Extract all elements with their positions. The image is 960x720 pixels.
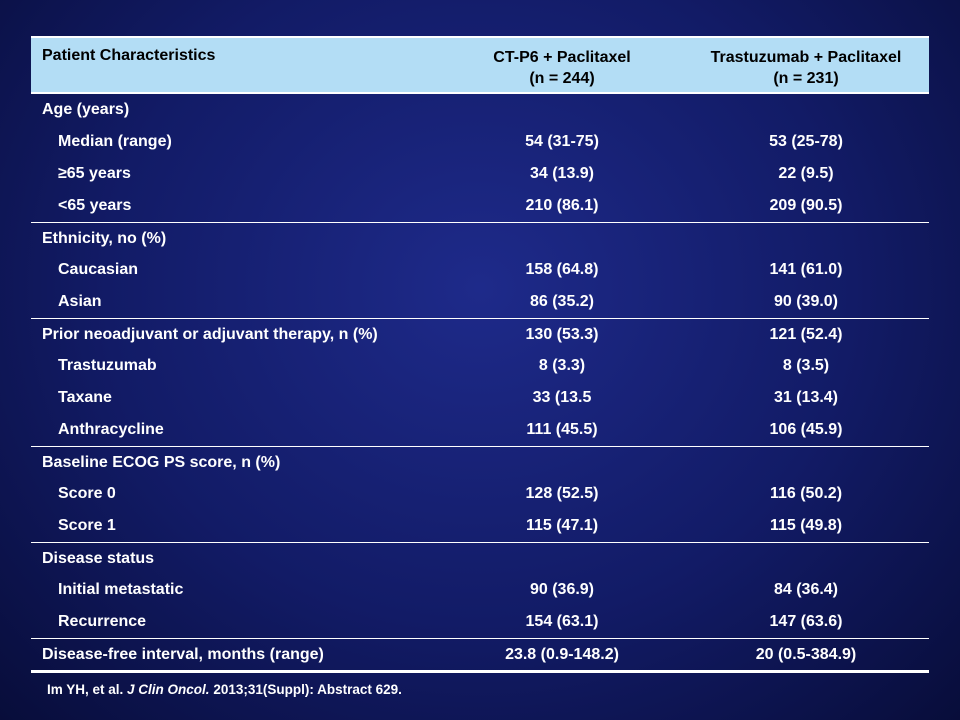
row-value-ct-p6: 54 (31-75) <box>525 133 599 150</box>
row-label: ≥65 years <box>58 165 131 182</box>
row-value-ct-p6: 86 (35.2) <box>529 293 595 310</box>
row-value-ct-p6: 210 (86.1) <box>525 197 599 214</box>
header-ct-p6: CT-P6 + Paclitaxel (n = 244) <box>441 47 683 89</box>
row-label: Initial metastatic <box>58 581 184 598</box>
table-row: Score 0 128 (52.5) 116 (50.2) <box>31 478 929 510</box>
row-value-ct-p6: 154 (63.1) <box>525 613 599 630</box>
characteristics-table: Patient Characteristics CT-P6 + Paclitax… <box>31 36 929 673</box>
table-row: Asian 86 (35.2) 90 (39.0) <box>31 286 929 318</box>
row-label: Disease-free interval, months (range) <box>42 645 324 663</box>
row-value-ct-p6: 23.8 (0.9-148.2) <box>505 645 619 663</box>
row-value-trastuzumab: 121 (52.4) <box>769 325 843 343</box>
row-label: Prior neoadjuvant or adjuvant therapy, n… <box>42 325 378 343</box>
row-value-trastuzumab: 8 (3.5) <box>782 357 830 374</box>
row-value-trastuzumab: 115 (49.8) <box>769 517 843 534</box>
row-value-trastuzumab: 22 (9.5) <box>778 165 834 182</box>
table-row: Anthracycline 111 (45.5) 106 (45.9) <box>31 414 929 446</box>
row-value-ct-p6: 111 (45.5) <box>526 421 598 438</box>
row-value-trastuzumab: 141 (61.0) <box>769 261 843 278</box>
table-bottom-rule <box>31 670 929 673</box>
table-row: Age (years) <box>31 94 929 126</box>
table-row: Disease status <box>31 542 929 574</box>
header-characteristics: Patient Characteristics <box>42 47 216 64</box>
row-value-ct-p6: 90 (36.9) <box>529 581 595 598</box>
row-value-ct-p6: 8 (3.3) <box>538 357 586 374</box>
table-row: Disease-free interval, months (range) 23.… <box>31 638 929 670</box>
row-value-trastuzumab: 209 (90.5) <box>769 197 843 214</box>
row-label: Ethnicity, no (%) <box>42 229 167 247</box>
table-header: Patient Characteristics CT-P6 + Paclitax… <box>31 36 929 94</box>
row-label: Caucasian <box>58 261 139 278</box>
row-value-trastuzumab: 90 (39.0) <box>773 293 839 310</box>
table-row: ≥65 years 34 (13.9) 22 (9.5) <box>31 158 929 190</box>
row-value-ct-p6: 130 (53.3) <box>525 325 599 343</box>
table-row: <65 years 210 (86.1) 209 (90.5) <box>31 190 929 222</box>
row-value-ct-p6: 33 (13.5 <box>532 389 592 406</box>
row-label: Median (range) <box>58 133 172 150</box>
row-label: Age (years) <box>42 101 130 118</box>
row-label: Score 1 <box>58 517 116 534</box>
reference-journal: J Clin Oncol. <box>127 682 210 697</box>
row-label: Score 0 <box>58 485 116 502</box>
row-value-trastuzumab: 31 (13.4) <box>773 389 839 406</box>
header-trastuzumab-title: Trastuzumab + Paclitaxel <box>710 49 902 66</box>
table-row: Initial metastatic 90 (36.9) 84 (36.4) <box>31 574 929 606</box>
row-value-ct-p6: 128 (52.5) <box>525 485 599 502</box>
row-label: Recurrence <box>58 613 147 630</box>
header-trastuzumab-n: (n = 231) <box>773 70 839 87</box>
reference-details: 2013;31(Suppl): Abstract 629. <box>213 682 402 697</box>
row-value-trastuzumab: 116 (50.2) <box>769 485 843 502</box>
row-label: Taxane <box>58 389 112 406</box>
row-value-trastuzumab: 147 (63.6) <box>769 613 843 630</box>
row-value-ct-p6: 115 (47.1) <box>525 517 599 534</box>
header-ct-p6-n: (n = 244) <box>529 70 595 87</box>
row-label: Anthracycline <box>58 421 164 438</box>
row-label: Asian <box>58 293 102 310</box>
row-label: Baseline ECOG PS score, n (%) <box>42 453 281 471</box>
table-row: Recurrence 154 (63.1) 147 (63.6) <box>31 606 929 638</box>
header-ct-p6-title: CT-P6 + Paclitaxel <box>493 49 631 66</box>
row-value-trastuzumab: 106 (45.9) <box>769 421 843 438</box>
row-label: Trastuzumab <box>58 357 157 374</box>
row-value-ct-p6: 34 (13.9) <box>529 165 595 182</box>
reference-citation: Im YH, et al. J Clin Oncol. 2013;31(Supp… <box>47 682 402 697</box>
table-row: Baseline ECOG PS score, n (%) <box>31 446 929 478</box>
header-trastuzumab: Trastuzumab + Paclitaxel (n = 231) <box>683 47 929 89</box>
row-label: Disease status <box>42 549 155 567</box>
row-value-ct-p6: 158 (64.8) <box>525 261 599 278</box>
row-value-trastuzumab: 53 (25-78) <box>769 133 843 150</box>
table-row: Median (range) 54 (31-75) 53 (25-78) <box>31 126 929 158</box>
table-row: Caucasian 158 (64.8) 141 (61.0) <box>31 254 929 286</box>
table-row: Prior neoadjuvant or adjuvant therapy, n… <box>31 318 929 350</box>
table-row: Ethnicity, no (%) <box>31 222 929 254</box>
table-row: Taxane 33 (13.5 31 (13.4) <box>31 382 929 414</box>
table-row: Score 1 115 (47.1) 115 (49.8) <box>31 510 929 542</box>
table-row: Trastuzumab 8 (3.3) 8 (3.5) <box>31 350 929 382</box>
row-value-trastuzumab: 20 (0.5-384.9) <box>755 645 857 663</box>
row-value-trastuzumab: 84 (36.4) <box>773 581 839 598</box>
row-label: <65 years <box>58 197 132 214</box>
reference-authors: Im YH, et al. <box>47 682 124 697</box>
